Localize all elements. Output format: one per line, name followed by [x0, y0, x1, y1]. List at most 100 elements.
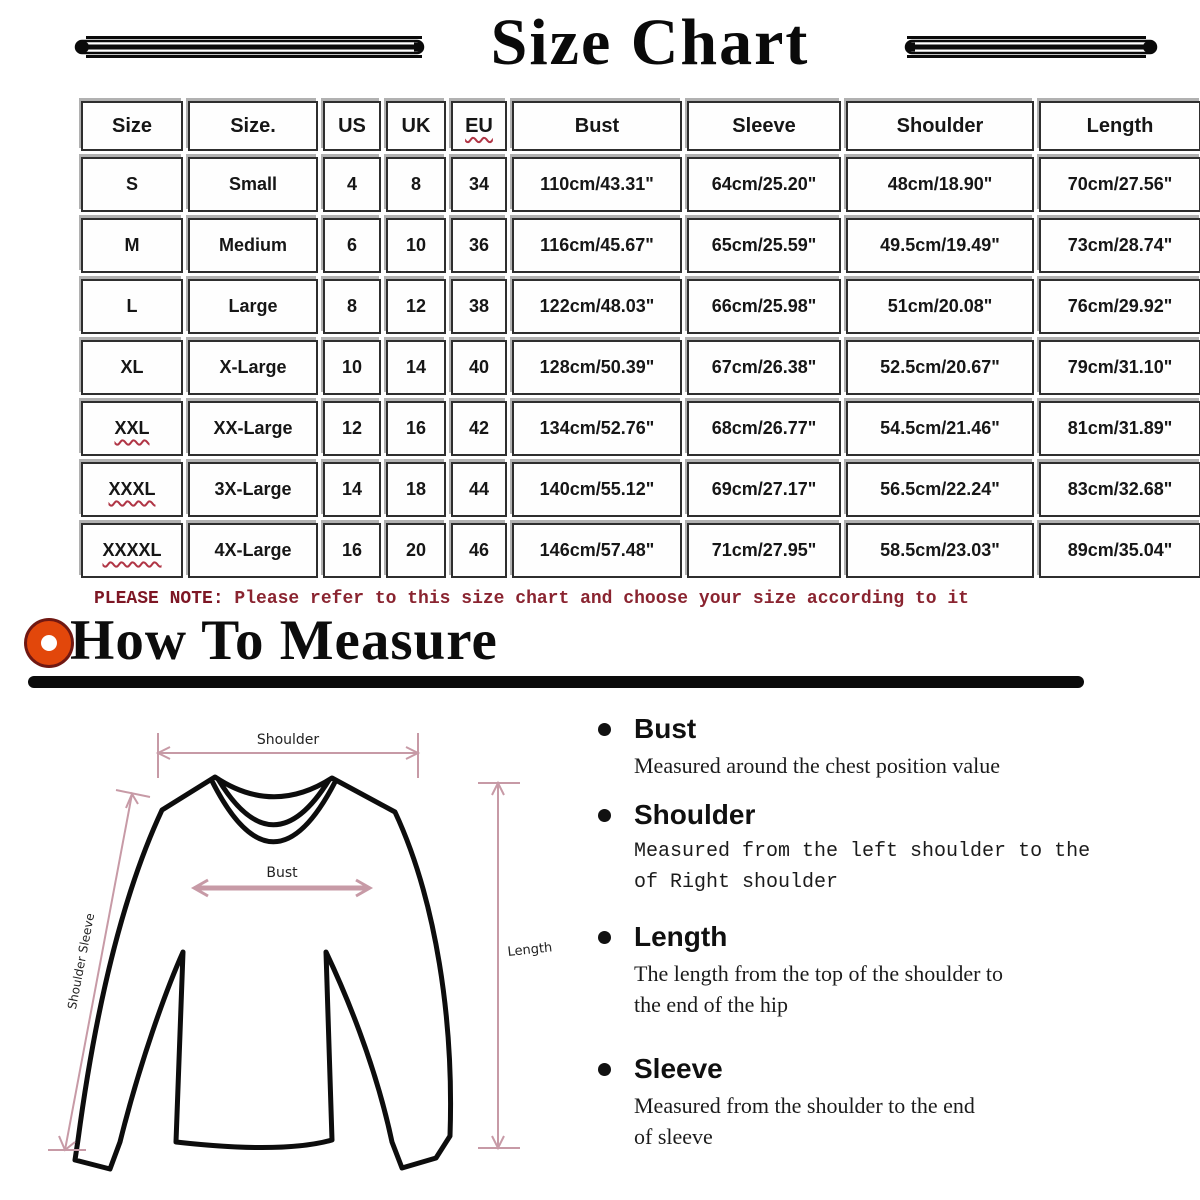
heading-underline	[28, 676, 1084, 688]
table-cell: X-Large	[188, 340, 318, 395]
diagram-label-sleeve: Shoulder Sleeve	[65, 912, 97, 1010]
note-text: Please refer to this size chart and choo…	[223, 589, 969, 609]
table-cell: 83cm/32.68"	[1039, 462, 1200, 517]
table-cell: 58.5cm/23.03"	[846, 523, 1034, 578]
bullet-icon	[598, 1063, 611, 1076]
measure-description: Measured around the chest position value	[634, 753, 1000, 778]
bullet-icon	[598, 723, 611, 736]
table-cell: 14	[386, 340, 446, 395]
table-cell: 48cm/18.90"	[846, 157, 1034, 212]
table-cell: 16	[386, 401, 446, 456]
sweater-outline	[72, 774, 454, 1172]
measure-description: The length from the top of the shoulder …	[634, 961, 1004, 1017]
table-cell: 71cm/27.95"	[687, 523, 841, 578]
table-cell: 10	[323, 340, 381, 395]
title-decoration-left	[74, 36, 425, 58]
measure-term-label: Sleeve	[634, 1053, 723, 1084]
table-cell: 134cm/52.76"	[512, 401, 682, 456]
measure-term: Length	[592, 920, 1182, 954]
table-cell: 56.5cm/22.24"	[846, 462, 1034, 517]
diagram-label-length: Length	[507, 940, 553, 960]
table-cell: 54.5cm/21.46"	[846, 401, 1034, 456]
page-title: Size Chart	[490, 6, 810, 79]
measure-term-label: Length	[634, 921, 728, 952]
column-header-shoulder: Shoulder	[846, 101, 1034, 151]
column-header-size: Size	[81, 101, 183, 151]
table-cell: 40	[451, 340, 507, 395]
table-cell: 38	[451, 279, 507, 334]
title-decoration-right	[904, 36, 1158, 58]
measure-item-length: Length The length from the top of the sh…	[592, 920, 1182, 1020]
table-cell: 4X-Large	[188, 523, 318, 578]
column-header-length: Length	[1039, 101, 1200, 151]
table-cell: 6	[323, 218, 381, 273]
column-header-sleeve: Sleeve	[687, 101, 841, 151]
table-cell: 68cm/26.77"	[687, 401, 841, 456]
table-row: M Medium 6 10 36 116cm/45.67" 65cm/25.59" 49.5c…	[81, 218, 1200, 273]
table-cell: 52.5cm/20.67"	[846, 340, 1034, 395]
table-cell: 110cm/43.31"	[512, 157, 682, 212]
table-cell: S	[81, 157, 183, 212]
measure-item-bust: Bust Measured around the chest position …	[592, 712, 1182, 781]
table-cell: 8	[323, 279, 381, 334]
table-cell: 140cm/55.12"	[512, 462, 682, 517]
diagram-label-shoulder: Shoulder	[257, 732, 320, 748]
table-cell: Large	[188, 279, 318, 334]
table-row: XXXXL 4X-Large 16 20 46 146cm/57.48" 71cm/27.9…	[81, 523, 1200, 578]
table-cell: XX-Large	[188, 401, 318, 456]
note-prefix: PLEASE NOTE:	[94, 589, 224, 609]
column-header-uk: UK	[386, 101, 446, 151]
column-header-size: Size.	[188, 101, 318, 151]
table-cell: 42	[451, 401, 507, 456]
table-cell: 81cm/31.89"	[1039, 401, 1200, 456]
table-cell: M	[81, 218, 183, 273]
table-cell: 51cm/20.08"	[846, 279, 1034, 334]
table-cell: 73cm/28.74"	[1039, 218, 1200, 273]
table-cell: 67cm/26.38"	[687, 340, 841, 395]
table-cell: Small	[188, 157, 318, 212]
table-cell: 76cm/29.92"	[1039, 279, 1200, 334]
table-cell: 122cm/48.03"	[512, 279, 682, 334]
measure-term: Shoulder	[592, 798, 1182, 832]
measure-term-label: Shoulder	[634, 799, 756, 830]
table-cell: Medium	[188, 218, 318, 273]
table-cell: 12	[386, 279, 446, 334]
table-cell: 18	[386, 462, 446, 517]
ring-bullet-icon	[27, 621, 71, 665]
table-cell: 46	[451, 523, 507, 578]
table-cell: 64cm/25.20"	[687, 157, 841, 212]
table-row: S Small 4 8 34 110cm/43.31" 64cm/25.20" 48cm/18…	[81, 157, 1200, 212]
table-row: XXXL 3X-Large 14 18 44 140cm/55.12" 69cm/27.17…	[81, 462, 1200, 517]
size-table-body: S Small 4 8 34 110cm/43.31" 64cm/25.20" 48cm/18…	[81, 157, 1200, 578]
size-table-header-row: Size Size. US UK EU Bust Sleeve Shoulder Length	[81, 101, 1200, 151]
table-cell: 44	[451, 462, 507, 517]
bullet-icon	[598, 931, 611, 944]
table-cell: 65cm/25.59"	[687, 218, 841, 273]
table-cell: 20	[386, 523, 446, 578]
sweater-measurement-diagram: Shoulder Bust Shoulder Sleeve Length	[48, 732, 553, 1172]
table-cell: 3X-Large	[188, 462, 318, 517]
measure-term-label: Bust	[634, 713, 697, 744]
measure-description: Measured from the shoulder to the end of…	[634, 1093, 975, 1149]
table-cell: 70cm/27.56"	[1039, 157, 1200, 212]
size-chart-table: Size Size. US UK EU Bust Sleeve Shoulder Length …	[76, 95, 1200, 584]
table-cell: 79cm/31.10"	[1039, 340, 1200, 395]
table-cell: 14	[323, 462, 381, 517]
table-cell: XXXXL	[81, 523, 183, 578]
table-cell: XL	[81, 340, 183, 395]
table-cell: 34	[451, 157, 507, 212]
column-header-us: US	[323, 101, 381, 151]
measure-description: Measured from the left shoulder to the o…	[634, 840, 1091, 894]
table-cell: 69cm/27.17"	[687, 462, 841, 517]
measure-term: Bust	[592, 712, 1182, 746]
table-cell: 10	[386, 218, 446, 273]
table-cell: 16	[323, 523, 381, 578]
table-cell: 4	[323, 157, 381, 212]
measurement-arrows	[48, 733, 520, 1152]
table-cell: 128cm/50.39"	[512, 340, 682, 395]
column-header-eu: EU	[451, 101, 507, 151]
table-cell: 89cm/35.04"	[1039, 523, 1200, 578]
table-cell: 12	[323, 401, 381, 456]
table-cell: XXXL	[81, 462, 183, 517]
measure-item-shoulder: Shoulder Measured from the left shoulder…	[592, 798, 1182, 898]
